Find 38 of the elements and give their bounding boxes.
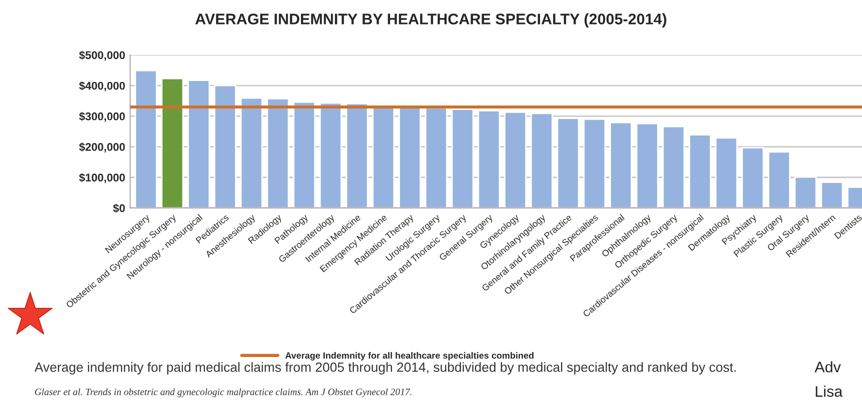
bar [530,112,553,208]
bar [240,97,263,208]
bar [715,137,738,208]
y-tick-label: $500,000 [79,50,125,61]
legend-label: Average Indemnity for all healthcare specialties combined [285,352,534,360]
text: Lisa [816,386,843,397]
bar [662,126,685,208]
bar [293,101,316,208]
y-tick-label: $300,000 [79,112,125,122]
text: Adv [814,361,841,372]
bar [266,98,290,208]
bar [451,108,474,208]
chart-title: AVERAGE INDEMNITY BY HEALTHCARE SPECIALTY (2005-2014) [195,13,666,28]
bar [636,122,658,208]
bar [583,118,606,208]
bar [556,118,580,208]
bar [742,146,764,208]
bar [768,151,790,208]
y-tick-label: $400,000 [79,81,125,92]
y-tick-label: $0 [113,204,125,213]
bar [161,78,184,208]
bar [214,84,236,208]
y-tick-label: $100,000 [79,173,125,184]
bar [820,182,844,208]
bar [134,70,158,208]
bar [398,106,422,208]
bar [346,102,368,208]
bar [478,110,500,208]
text: Glaser et al. Trends in obstetric and gynecologic malpractice claims. Am J Obstet Gynecol 2017. [35,388,412,398]
bar [794,176,817,208]
text: Average indemnity for paid medical claims from 2005 through 2014, subdivided by medical specialty and ranked by cost. [34,362,736,374]
bar [504,111,527,208]
bar [188,80,210,208]
bar [319,102,342,208]
bar [688,134,712,208]
bar [610,122,632,208]
y-tick-label: $200,000 [79,142,125,153]
bar [424,107,448,208]
